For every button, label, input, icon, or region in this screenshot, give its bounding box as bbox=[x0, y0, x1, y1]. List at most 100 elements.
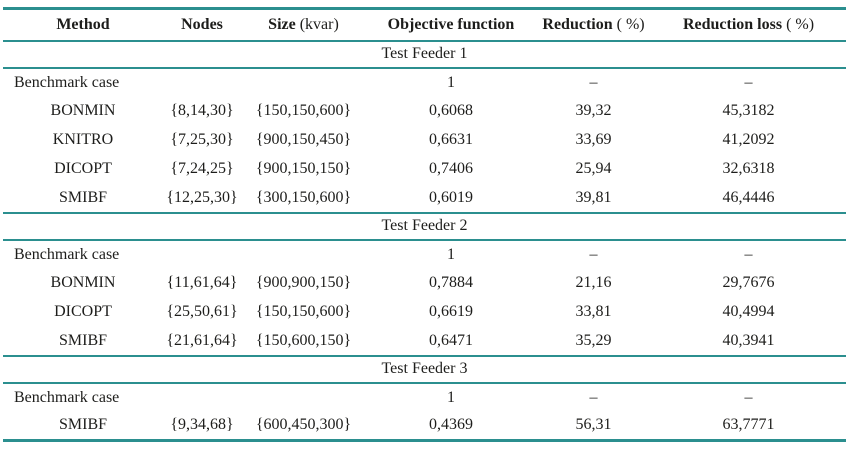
cell-method: SMIBF bbox=[58, 331, 108, 349]
section-title: Test Feeder 1 bbox=[381, 45, 468, 62]
cell-reduction: – bbox=[589, 388, 598, 406]
cell-reduction-loss: – bbox=[744, 73, 753, 91]
cell-objective-function: 0,6471 bbox=[429, 331, 473, 349]
results-table: Method Nodes Size (kvar) Objective function R… bbox=[3, 7, 846, 442]
cell-nodes: {7,25,30} bbox=[170, 131, 234, 148]
cell-method: BONMIN bbox=[50, 102, 116, 119]
cell-size bbox=[241, 68, 366, 97]
cell-reduction-loss: 40,4994 bbox=[722, 303, 775, 320]
cell-size bbox=[241, 383, 366, 412]
cell-nodes: {12,25,30} bbox=[166, 188, 238, 206]
section-row: Test Feeder 2 bbox=[3, 213, 846, 240]
table-header: Method Nodes Size (kvar) Objective function R… bbox=[3, 9, 846, 41]
method-row: DICOPT {25,50,61} {150,150,600} 0,6619 33,81… bbox=[3, 298, 846, 327]
section-row: Test Feeder 1 bbox=[3, 41, 846, 68]
cell-nodes: {25,50,61} bbox=[166, 303, 238, 320]
cell-method: BONMIN bbox=[50, 274, 116, 291]
cell-nodes bbox=[163, 240, 241, 269]
cell-reduction-loss: 41,2092 bbox=[722, 131, 775, 148]
cell-size: {900,150,450} bbox=[255, 131, 352, 148]
cell-reduction: – bbox=[589, 245, 598, 263]
cell-objective-function: 0,6019 bbox=[429, 188, 473, 206]
method-row: KNITRO {7,25,30} {900,150,450} 0,6631 33,69 4… bbox=[3, 126, 846, 155]
cell-method: KNITRO bbox=[52, 131, 114, 148]
cell-nodes: {21,61,64} bbox=[166, 331, 238, 349]
cell-reduction-loss: – bbox=[744, 245, 753, 263]
cell-objective-function: 1 bbox=[447, 388, 455, 406]
cell-reduction-loss: – bbox=[744, 388, 753, 406]
column-label: Nodes bbox=[181, 15, 223, 33]
cell-reduction: 33,69 bbox=[575, 131, 612, 148]
cell-nodes: {9,34,68} bbox=[170, 416, 234, 434]
column-header-reduction-loss: Reduction loss( %) bbox=[651, 9, 846, 41]
column-label: Reduction bbox=[542, 15, 613, 33]
method-row: BONMIN {8,14,30} {150,150,600} 0,6068 39,32 4… bbox=[3, 97, 846, 126]
cell-reduction: 21,16 bbox=[575, 274, 612, 291]
cell-reduction: 35,29 bbox=[575, 331, 612, 349]
cell-reduction: – bbox=[589, 73, 598, 91]
cell-nodes bbox=[163, 68, 241, 97]
column-header-method: Method bbox=[3, 9, 163, 41]
cell-size: {600,450,300} bbox=[255, 416, 352, 434]
section-title: Test Feeder 2 bbox=[381, 217, 468, 234]
cell-objective-function: 0,7884 bbox=[429, 274, 473, 291]
cell-method: DICOPT bbox=[54, 160, 112, 177]
cell-reduction: 33,81 bbox=[575, 303, 612, 320]
cell-reduction-loss: 45,3182 bbox=[722, 102, 775, 119]
cell-reduction: 56,31 bbox=[575, 416, 612, 434]
header-row: Method Nodes Size (kvar) Objective function R… bbox=[3, 9, 846, 41]
benchmark-row: Benchmark case 1 – – bbox=[3, 240, 846, 269]
cell-method: Benchmark case bbox=[14, 388, 120, 406]
cell-objective-function: 0,6068 bbox=[429, 102, 473, 119]
cell-reduction: 25,94 bbox=[575, 160, 612, 177]
method-row: SMIBF {12,25,30} {300,150,600} 0,6019 39,81 4… bbox=[3, 184, 846, 213]
column-header-nodes: Nodes bbox=[163, 9, 241, 41]
column-header-reduction: Reduction( %) bbox=[536, 9, 651, 41]
cell-reduction-loss: 40,3941 bbox=[722, 331, 775, 349]
cell-method: SMIBF bbox=[58, 188, 108, 206]
cell-objective-function: 0,6631 bbox=[429, 131, 473, 148]
cell-reduction-loss: 32,6318 bbox=[722, 160, 775, 177]
cell-method: DICOPT bbox=[54, 303, 112, 320]
method-row: SMIBF {9,34,68} {600,450,300} 0,4369 56,31 63… bbox=[3, 412, 846, 441]
column-unit: (kvar) bbox=[299, 15, 339, 33]
cell-objective-function: 0,7406 bbox=[429, 160, 473, 177]
cell-objective-function: 1 bbox=[447, 73, 455, 91]
cell-nodes bbox=[163, 383, 241, 412]
column-unit: ( %) bbox=[786, 15, 815, 33]
method-row: DICOPT {7,24,25} {900,150,150} 0,7406 25,94 3… bbox=[3, 155, 846, 184]
column-label: Reduction loss bbox=[682, 15, 783, 33]
cell-size: {150,150,600} bbox=[255, 303, 352, 320]
section-title: Test Feeder 3 bbox=[381, 360, 468, 377]
cell-size: {900,900,150} bbox=[255, 274, 352, 291]
cell-method: Benchmark case bbox=[14, 73, 120, 91]
method-row: SMIBF {21,61,64} {150,600,150} 0,6471 35,29 4… bbox=[3, 327, 846, 356]
column-header-size: Size (kvar) bbox=[241, 9, 366, 41]
cell-size bbox=[241, 240, 366, 269]
cell-objective-function: 0,4369 bbox=[429, 416, 473, 434]
cell-reduction-loss: 46,4446 bbox=[722, 188, 775, 206]
column-label: Size bbox=[268, 15, 296, 33]
cell-reduction-loss: 29,7676 bbox=[722, 274, 775, 291]
benchmark-row: Benchmark case 1 – – bbox=[3, 68, 846, 97]
column-label: Objective function bbox=[387, 15, 515, 33]
cell-size: {150,150,600} bbox=[255, 102, 352, 119]
cell-reduction: 39,81 bbox=[575, 188, 612, 206]
cell-size: {150,600,150} bbox=[255, 331, 352, 349]
cell-size: {300,150,600} bbox=[255, 188, 352, 206]
cell-nodes: {7,24,25} bbox=[170, 160, 234, 177]
cell-nodes: {8,14,30} bbox=[170, 102, 234, 119]
column-header-objective-function: Objective function bbox=[366, 9, 536, 41]
cell-nodes: {11,61,64} bbox=[166, 274, 238, 291]
cell-objective-function: 0,6619 bbox=[429, 303, 473, 320]
method-row: BONMIN {11,61,64} {900,900,150} 0,7884 21,16… bbox=[3, 269, 846, 298]
cell-method: Benchmark case bbox=[14, 245, 120, 263]
cell-objective-function: 1 bbox=[447, 245, 455, 263]
cell-reduction: 39,32 bbox=[575, 102, 612, 119]
cell-reduction-loss: 63,7771 bbox=[722, 416, 775, 434]
benchmark-row: Benchmark case 1 – – bbox=[3, 383, 846, 412]
section-row: Test Feeder 3 bbox=[3, 356, 846, 383]
cell-method: SMIBF bbox=[58, 416, 108, 434]
table-body: Test Feeder 1 Benchmark case 1 – – BONMIN {8,1… bbox=[3, 41, 846, 441]
